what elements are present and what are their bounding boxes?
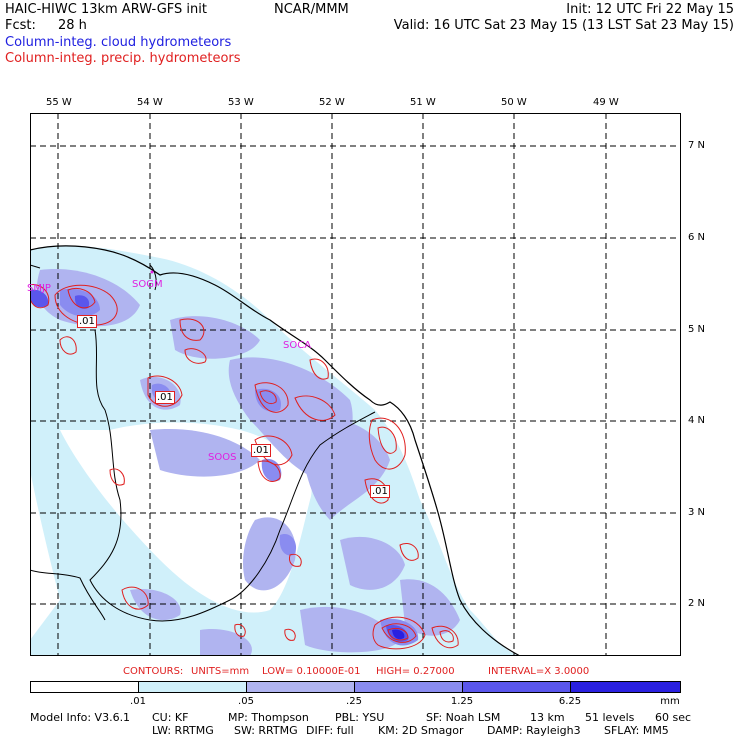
interval-label: INTERVAL=X 3.0000 [488,666,590,677]
lon-label: 51 W [410,97,436,108]
colorbar-unit: mm [660,696,680,707]
station-label: SOOS [208,452,237,463]
colorbar-label: .25 [346,696,362,707]
units-label: UNITS=mm [191,666,250,677]
forecast-label: Fcst: [5,18,36,33]
country-borders [30,264,376,622]
pbl-scheme: PBL: YSU [335,711,385,724]
valid-time: Valid: 16 UTC Sat 23 May 15 (13 LST Sat … [393,18,734,33]
lat-label: 5 N [688,324,706,335]
lat-label: 7 N [688,140,706,151]
colorbar-label: .01 [130,696,146,707]
colorbar-segment [30,681,139,693]
sw-scheme: SW: RRTMG [234,724,298,737]
lon-label: 49 W [593,97,619,108]
contour-label: .01 [370,485,390,498]
colorbar-label: 1.25 [450,696,474,707]
lat-label: 3 N [688,507,706,518]
model-info: Model Info: V3.6.1 [30,711,131,724]
colorbar-segment [138,681,247,693]
contour-label: .01 [155,391,175,404]
diff-scheme: DIFF: full [306,724,354,737]
map-frame [30,113,681,656]
contour-label: .01 [251,444,271,457]
levels: 51 levels [585,711,635,724]
cu-scheme: CU: KF [152,711,189,724]
km-scheme: KM: 2D Smagor [378,724,464,737]
forecast-hour: 28 h [58,18,87,33]
field-cloud-title: Column-integ. cloud hydrometeors [5,35,232,50]
colorbar-label: 6.25 [558,696,582,707]
high-label: HIGH= 0.27000 [376,666,455,677]
contours-label: CONTOURS: [123,666,184,677]
lon-label: 55 W [46,97,72,108]
station-markers [150,270,154,274]
colorbar-label: .05 [238,696,254,707]
lon-label: 53 W [228,97,254,108]
resolution: 13 km [530,711,565,724]
timestep: 60 sec [655,711,692,724]
lon-label: 52 W [319,97,345,108]
colorbar-segment [462,681,571,693]
mp-scheme: MP: Thompson [228,711,309,724]
low-label: LOW= 0.10000E-01 [262,666,361,677]
precip-contours [30,283,459,650]
lat-label: 6 N [688,232,706,243]
lon-label: 54 W [137,97,163,108]
model-title: HAIC-HIWC 13km ARW-GFS init [5,2,207,17]
lat-label: 2 N [688,598,706,609]
field-precip-title: Column-integ. precip. hydrometeors [5,51,241,66]
station-label: SMJP [27,283,51,294]
damp-scheme: DAMP: Rayleigh3 [487,724,581,737]
coastline [30,245,521,656]
lon-label: 50 W [501,97,527,108]
shaded-field [30,245,520,656]
init-time: Init: 12 UTC Fri 22 May 15 [566,2,734,17]
sf-scheme: SF: Noah LSM [426,711,501,724]
station-label: SOGM [132,279,163,290]
sflay-scheme: SFLAY: MM5 [604,724,669,737]
colorbar-segment [570,681,681,693]
contour-label: .01 [77,315,97,328]
colorbar-segment [246,681,355,693]
lat-lon-grid [30,113,681,656]
colorbar-segment [354,681,463,693]
lw-scheme: LW: RRTMG [152,724,214,737]
lat-label: 4 N [688,415,706,426]
organization-label: NCAR/MMM [274,2,349,17]
station-label: SOCA [283,340,312,351]
